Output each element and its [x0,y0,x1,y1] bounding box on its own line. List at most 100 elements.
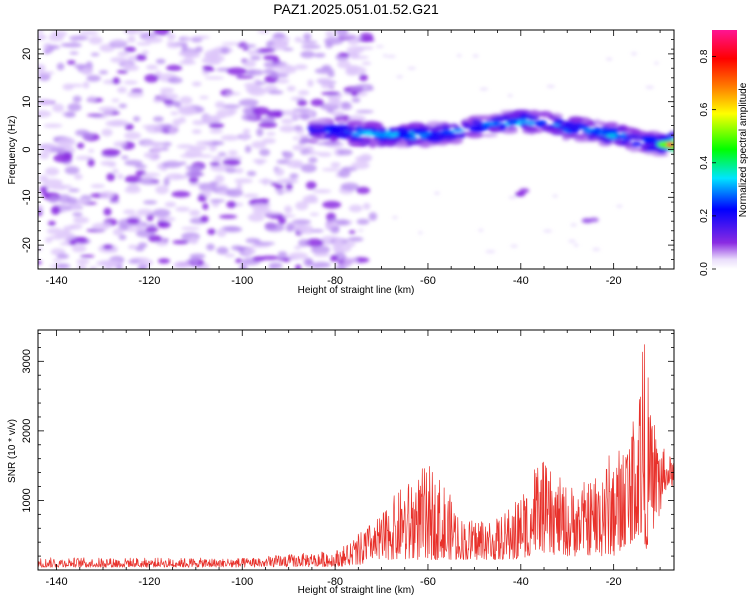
spectrogram-noise-blob [123,80,138,85]
spectrogram-noise-blob [189,209,201,217]
spectrogram-noise-blob [332,243,352,253]
spectrogram-noise-blob [349,87,363,92]
spectrogram-noise-blob [195,141,214,145]
spectrogram-signal-blob [408,135,418,141]
spectrogram-noise-blob [72,212,83,217]
spectrogram-noise-blob [176,144,194,149]
spectrogram-noise-blob [285,182,293,191]
spectrogram-noise-blob [292,144,306,151]
spectrogram-noise-blob [359,74,368,82]
spectrogram-noise-blob [268,262,283,269]
spectrogram-noise-blob [69,35,89,41]
spectrogram-noise-blob [257,30,270,34]
snr-plot-area [38,344,674,568]
spectrogram-signal-blob [602,128,610,136]
spectrogram-faint-blob [552,194,558,198]
spectrogram-noise-blob [67,103,82,112]
spectrogram-noise-blob [124,131,142,140]
spectrogram-noise-blob [49,235,65,240]
spectrogram-noise-blob [113,141,127,148]
spectrogram-noise-blob [188,176,199,184]
spectrogram-signal-blob [622,142,633,146]
spectrogram-noise-blob [172,240,189,245]
spectrogram-noise-blob [123,30,144,35]
spectrogram-noise-blob [216,246,229,255]
spectrogram-noise-blob [45,167,60,176]
spectrogram-noise-blob [286,222,295,232]
spectrogram-signal-blob [546,128,564,134]
spectrogram-signal-blob [536,120,547,126]
spectrogram-noise-blob [203,115,213,119]
spectrogram-signal-blob [609,124,617,128]
spectrogram-noise-blob [301,44,321,49]
spectrogram-noise-blob [124,123,134,131]
spectrogram-noise-blob [112,228,124,236]
spectrogram-noise-blob [226,67,247,76]
spectrogram-noise-blob [76,264,87,269]
spectrogram-noise-blob [166,44,181,49]
spectrogram-noise-blob [179,96,193,105]
spectrogram-noise-blob [286,85,296,92]
spectrogram-noise-blob [216,228,227,237]
colorbar-tick-label: 0.6 [699,102,710,116]
spectrogram-faint-blob [479,87,489,91]
spectrogram-faint-blob [508,195,517,199]
spectrogram-noise-blob [144,74,159,83]
spectrogram-noise-blob [124,159,143,166]
spectrogram-noise-blob [270,182,279,186]
spectrogram-noise-blob [298,239,310,247]
spectrogram-faint-blob [357,228,364,232]
spectrogram-noise-blob [325,30,335,38]
spectrogram-noise-blob [255,159,265,165]
spectrogram-x-tick-label: -60 [420,275,436,287]
spectrogram-noise-blob [225,167,237,174]
spectrogram-noise-blob [143,200,158,205]
spectrogram-noise-blob [256,127,264,137]
spectrogram-noise-blob [170,111,179,116]
spectrogram-noise-blob [304,151,322,155]
spectrogram-noise-blob [323,139,341,146]
spectrogram-noise-blob [335,30,349,36]
spectrogram-noise-blob [212,155,223,163]
spectrogram-noise-blob [302,200,319,204]
spectrogram-noise-blob [266,211,282,215]
spectrogram-signal-blob [329,135,337,143]
spectrogram-faint-blob [654,61,659,65]
spectrogram-noise-blob [330,226,340,234]
spectrogram-noise-blob [142,50,149,55]
spectrogram-noise-blob [101,260,122,267]
spectrogram-noise-blob [105,120,126,127]
spectrogram-noise-blob [90,184,105,189]
snr-x-tick-label: -40 [513,576,529,588]
spectrogram-signal-blob [644,151,658,155]
spectrogram-faint-blob [645,85,654,89]
spectrogram-noise-blob [239,264,248,269]
snr-y-tick-label: 2000 [21,419,33,443]
spectrogram-noise-blob [88,149,95,153]
spectrogram-noise-blob [295,264,302,269]
spectrogram-noise-blob [87,95,97,102]
spectrogram-noise-blob [173,261,192,269]
spectrogram-noise-blob [258,48,276,53]
spectrogram-isolated-feature [581,218,592,224]
spectrogram-noise-blob [314,67,335,74]
spectrogram-faint-blob [375,45,384,48]
spectrogram-signal-blob [444,135,455,141]
spectrogram-signal-blob [499,124,507,131]
spectrogram-noise-blob [126,217,140,224]
spectrogram-noise-blob [292,219,311,225]
spectrogram-signal-blob [469,125,486,133]
spectrogram-plot-area [38,30,674,269]
spectrogram-noise-blob [247,213,265,222]
spectrogram-noise-blob [192,35,210,39]
spectrogram-noise-blob [240,133,249,141]
spectrogram-noise-blob [368,212,378,221]
spectrogram-signal-blob [626,127,634,131]
spectrogram-noise-blob [38,110,52,118]
spectrogram-signal-blob [394,143,408,148]
spectrogram-noise-blob [273,64,293,70]
spectrogram-noise-blob [62,83,74,91]
spectrogram-noise-blob [282,258,291,262]
spectrogram-noise-blob [103,207,112,216]
spectrogram-noise-blob [135,246,145,252]
